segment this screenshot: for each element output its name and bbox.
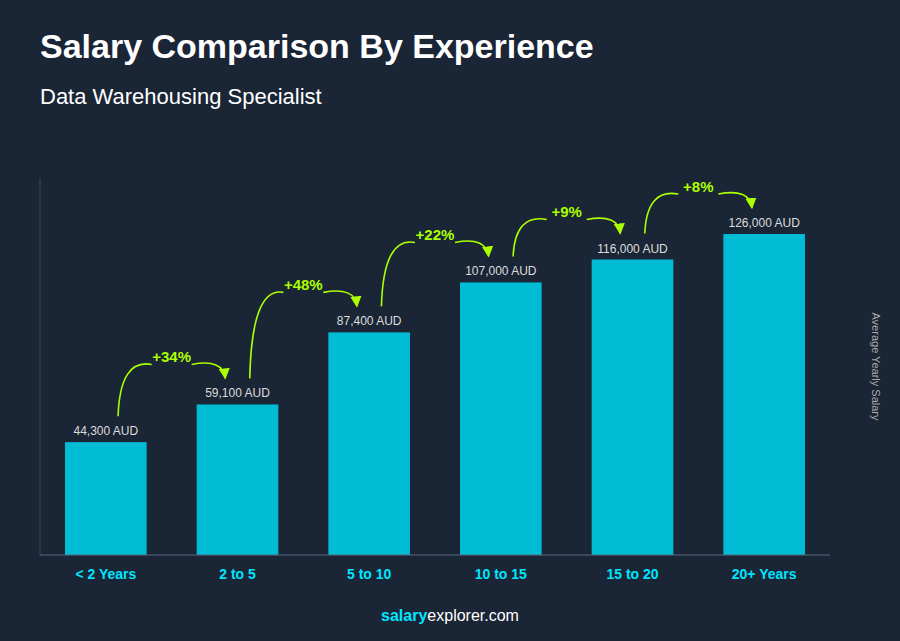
data-label: 107,000 AUD [465, 264, 537, 278]
y-axis-label: Average Yearly Salary [870, 312, 882, 421]
footer: salaryexplorer.com [381, 607, 519, 624]
bar [65, 442, 147, 555]
annotation: +34% [152, 348, 191, 365]
annotation-arc [645, 193, 679, 233]
footer-part: explorer.com [427, 607, 519, 624]
footer-part: salary [381, 607, 427, 624]
annotation-arc [381, 242, 415, 306]
data-label: 59,100 AUD [205, 386, 270, 400]
annotation: +22% [416, 226, 455, 243]
bar [197, 404, 279, 555]
data-label: 87,400 AUD [337, 314, 402, 328]
data-label: 44,300 AUD [73, 424, 138, 438]
y-axis [40, 178, 41, 555]
annotation: +8% [683, 178, 713, 195]
annotation-arrow [718, 193, 752, 208]
data-label: 116,000 AUD [597, 242, 668, 256]
title: Salary Comparison By Experience [40, 27, 594, 65]
annotation-arrow [587, 218, 621, 233]
x-tick-label: 2 to 5 [219, 566, 256, 582]
annotation-arrow [192, 363, 226, 378]
annotation-arc [513, 219, 547, 257]
x-axis [40, 555, 830, 556]
x-tick-label: 5 to 10 [347, 566, 392, 582]
x-tick-label: 10 to 15 [475, 566, 527, 582]
data-label: 126,000 AUD [728, 216, 800, 230]
bar [723, 234, 805, 555]
chart: Salary Comparison By Experience Data Ware… [0, 0, 900, 641]
annotation-arc [250, 292, 284, 378]
x-tick-label: 15 to 20 [606, 566, 658, 582]
bars [65, 234, 805, 555]
bar [328, 332, 410, 555]
bar [592, 260, 674, 555]
bar [460, 282, 542, 555]
x-tick-label: < 2 Years [75, 566, 136, 582]
subtitle: Data Warehousing Specialist [40, 84, 322, 109]
x-tick-label: 20+ Years [732, 566, 797, 582]
annotation-arrow [455, 241, 489, 256]
annotation-arc [118, 364, 152, 416]
annotation-arrow [323, 291, 357, 306]
annotation: +48% [284, 276, 323, 293]
annotation: +9% [551, 203, 581, 220]
background [0, 0, 900, 641]
